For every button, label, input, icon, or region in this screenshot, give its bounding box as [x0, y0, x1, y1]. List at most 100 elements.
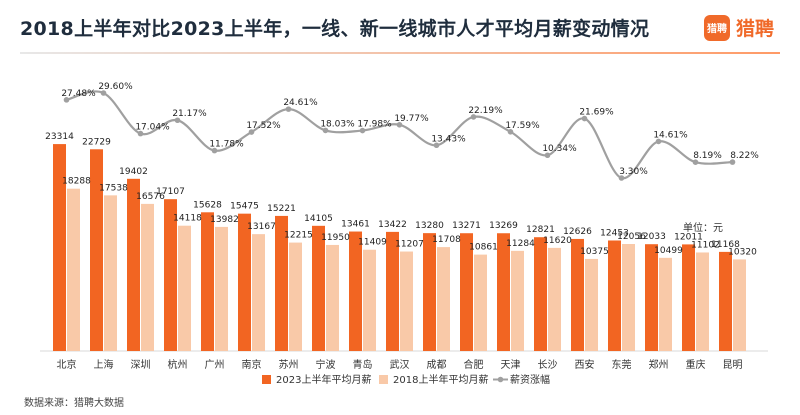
value-label-2018: 10499 [654, 246, 683, 256]
value-label-2018: 14118 [173, 214, 202, 224]
value-label-2023: 17107 [156, 187, 185, 197]
value-label-2018: 18288 [62, 177, 91, 187]
growth-label: 13.43% [431, 134, 466, 144]
bar-2018 [178, 225, 191, 351]
value-label-2023: 19402 [119, 167, 148, 177]
bar-2023 [719, 251, 732, 351]
x-tick-label: 上海 [94, 358, 114, 371]
growth-label: 8.19% [693, 151, 722, 161]
value-label-2018: 11950 [321, 233, 350, 243]
value-label-2023: 12453 [600, 228, 629, 238]
unit-label: 单位：元 [683, 221, 723, 234]
growth-label: 17.52% [246, 121, 281, 131]
bar-2018 [215, 226, 228, 351]
bar-2018 [733, 259, 746, 351]
value-label-2023: 15475 [230, 202, 259, 212]
value-label-2018: 10375 [580, 247, 609, 257]
value-label-2023: 15221 [267, 204, 296, 214]
growth-point [359, 127, 366, 134]
bar-2023 [53, 144, 66, 351]
x-tick-label: 南京 [242, 358, 262, 371]
growth-point [285, 106, 292, 112]
brand-logo: 猎聘 猎聘 [703, 14, 774, 41]
value-label-2023: 23314 [45, 132, 74, 142]
bar-2018 [289, 242, 302, 351]
logo-mark-text: 猎聘 [706, 24, 727, 35]
growth-point [211, 147, 218, 154]
logo-icon: 猎聘 [703, 14, 730, 41]
growth-label: 27.48% [61, 89, 96, 99]
value-label-2018: 12215 [284, 231, 313, 241]
chart-title: 2018上半年对比2023上半年，一线、新一线城市人才平均月薪变动情况 [20, 18, 650, 40]
bar-2023 [275, 215, 288, 351]
x-tick-label: 苏州 [279, 358, 299, 371]
growth-label: 11.78% [209, 140, 244, 150]
legend-label: 2023上半年平均月薪 [276, 373, 371, 386]
x-tick-label: 广州 [205, 359, 225, 371]
growth-label: 24.61% [283, 98, 318, 108]
growth-label: 10.34% [542, 144, 577, 154]
value-label-2023: 14105 [304, 214, 333, 224]
growth-label: 18.03% [320, 119, 355, 129]
growth-point [470, 114, 477, 120]
value-label-2023: 12033 [637, 232, 666, 242]
x-tick-label: 东莞 [612, 358, 632, 371]
value-label-2018: 11284 [506, 239, 535, 249]
legend-label: 2018上半年平均月薪 [393, 373, 488, 386]
growth-label: 17.04% [135, 123, 170, 133]
value-label-2023: 22729 [82, 137, 111, 147]
value-label-2023: 13280 [415, 221, 444, 231]
growth-point [581, 115, 588, 122]
growth-point [322, 127, 329, 134]
x-tick-label: 杭州 [168, 358, 188, 371]
growth-label: 14.61% [653, 130, 688, 140]
bar-2018 [585, 258, 598, 351]
bar-2023 [497, 233, 510, 351]
x-tick-label: 武汉 [390, 358, 410, 371]
value-label-2018: 13982 [210, 215, 239, 225]
bar-2018 [141, 203, 154, 351]
bar-2018 [437, 247, 450, 351]
bar-2018 [252, 234, 265, 351]
growth-point [174, 117, 181, 124]
value-label-2023: 13461 [341, 220, 370, 230]
value-label-2018: 11409 [358, 238, 387, 248]
bar-2023 [534, 237, 547, 351]
growth-label: 3.30% [619, 167, 648, 177]
growth-label: 21.69% [579, 108, 614, 118]
growth-label: 8.22% [730, 151, 759, 161]
bar-2023 [682, 244, 695, 351]
bar-2023 [238, 213, 251, 351]
bar-2023 [608, 240, 621, 351]
title-divider [20, 52, 780, 54]
growth-label: 17.59% [505, 121, 540, 131]
x-tick-label: 北京 [57, 358, 77, 371]
bar-2023 [90, 149, 103, 351]
x-tick-label: 青岛 [353, 358, 373, 371]
bar-2018 [326, 244, 339, 351]
legend-marker [497, 376, 504, 383]
growth-point [618, 175, 625, 181]
bar-2023 [349, 231, 362, 351]
growth-point [63, 97, 70, 103]
x-tick-label: 天津 [501, 359, 521, 371]
value-label-2018: 17538 [99, 183, 128, 193]
growth-point [433, 142, 440, 149]
value-label-2018: 16576 [136, 192, 165, 202]
bar-2023 [423, 233, 436, 351]
growth-label: 21.17% [172, 109, 207, 119]
value-label-2023: 11168 [711, 240, 740, 250]
growth-point [248, 129, 255, 135]
bar-2018 [696, 252, 709, 351]
bar-2018 [622, 244, 635, 351]
x-tick-label: 宁波 [316, 358, 336, 371]
bar-2018 [659, 257, 672, 351]
bar-2018 [67, 188, 80, 351]
growth-point [137, 130, 144, 137]
legend-label: 薪资涨幅 [510, 373, 550, 386]
bar-2023 [127, 178, 140, 351]
x-tick-label: 成都 [427, 359, 447, 371]
bar-2023 [164, 199, 177, 351]
value-label-2023: 13271 [452, 221, 481, 231]
